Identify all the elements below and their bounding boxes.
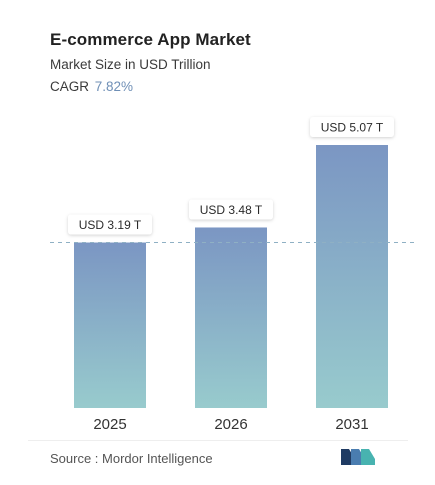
source-text: Source : Mordor Intelligence bbox=[50, 451, 213, 466]
footer-divider bbox=[28, 440, 408, 441]
data-label-box bbox=[189, 199, 273, 220]
data-label-2025: USD 3.19 T bbox=[68, 214, 152, 235]
x-tick-label-2026: 2026 bbox=[214, 416, 247, 433]
data-label-2031: USD 5.07 T bbox=[310, 117, 394, 137]
data-label-box bbox=[68, 214, 152, 235]
cagr-label: CAGR bbox=[50, 79, 90, 94]
x-tick-label-2031: 2031 bbox=[335, 416, 368, 433]
bar-2026 bbox=[195, 227, 267, 408]
data-label-text: USD 3.48 T bbox=[200, 203, 263, 217]
data-label-2026: USD 3.48 T bbox=[189, 199, 273, 220]
chart-title: E-commerce App Market bbox=[50, 30, 251, 49]
data-label-text: USD 3.19 T bbox=[79, 218, 142, 232]
data-label-box bbox=[310, 117, 394, 137]
chart-subtitle: Market Size in USD Trillion bbox=[50, 57, 211, 72]
cagr-value: 7.82% bbox=[94, 79, 134, 94]
data-label-text: USD 5.07 T bbox=[321, 121, 384, 135]
x-tick-label-2025: 2025 bbox=[93, 416, 126, 433]
bar-2031 bbox=[316, 145, 388, 408]
mordor-intelligence-logo-icon bbox=[341, 449, 375, 465]
cagr-line: CAGR 7.82% bbox=[50, 79, 133, 94]
bar-2025 bbox=[74, 242, 146, 408]
